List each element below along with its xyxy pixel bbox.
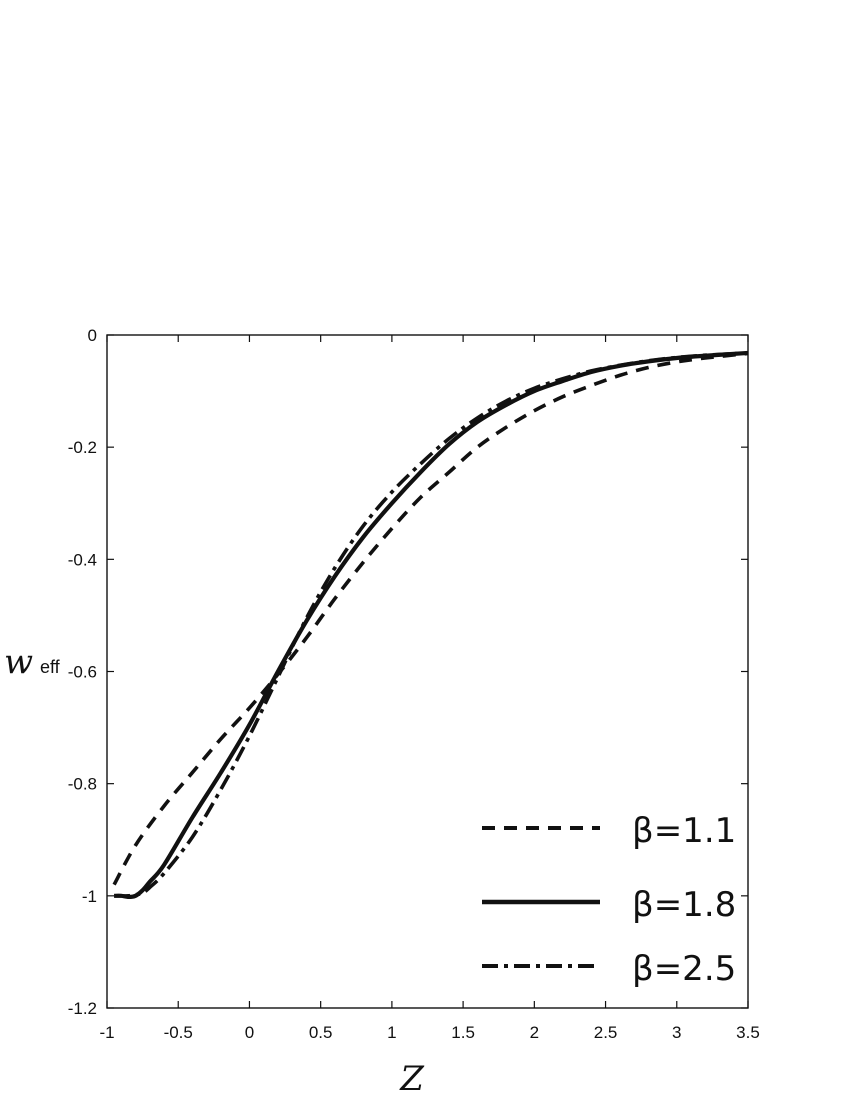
x-tick-label: 3 [672, 1023, 681, 1042]
legend-label-beta-2-5: β=2.5 [632, 949, 736, 989]
y-axis-label-subscript: eff [40, 657, 61, 677]
y-tick-label: -0.8 [68, 775, 97, 794]
y-tick-label: -0.6 [68, 663, 97, 682]
x-tick-label: -1 [99, 1023, 114, 1042]
x-tick-label: 2.5 [594, 1023, 618, 1042]
series-line-1 [112, 351, 749, 886]
y-tick-label: 0 [88, 326, 97, 345]
legend: β=1.1 β=1.8 β=2.5 [482, 811, 736, 989]
x-tick-label: 0.5 [309, 1023, 333, 1042]
x-tick-label: -0.5 [164, 1023, 193, 1042]
plot-area [106, 334, 749, 1009]
x-tick-label: 3.5 [736, 1023, 760, 1042]
y-tick-label: -0.4 [68, 550, 97, 569]
legend-label-beta-1-8: β=1.8 [632, 885, 736, 925]
x-tick-label: 1.5 [451, 1023, 475, 1042]
y-tick-label: -1.2 [68, 999, 97, 1018]
y-tick-label: -0.2 [68, 438, 97, 457]
y-axis-label: w [4, 642, 33, 682]
series-line-3 [114, 351, 749, 898]
x-tick-label: 0 [245, 1023, 254, 1042]
y-axis-ticks: 0 -0.2 -0.4 -0.6 -0.8 -1 -1.2 [68, 326, 748, 1018]
series-layer [112, 350, 749, 900]
x-tick-label: 2 [530, 1023, 539, 1042]
legend-label-beta-1-1: β=1.1 [632, 811, 736, 851]
y-tick-label: -1 [82, 887, 97, 906]
x-axis-ticks: -1 -0.5 0 0.5 1 1.5 2 2.5 3 3.5 [99, 335, 760, 1042]
x-axis-label: Z [399, 1059, 425, 1099]
x-tick-label: 1 [387, 1023, 396, 1042]
